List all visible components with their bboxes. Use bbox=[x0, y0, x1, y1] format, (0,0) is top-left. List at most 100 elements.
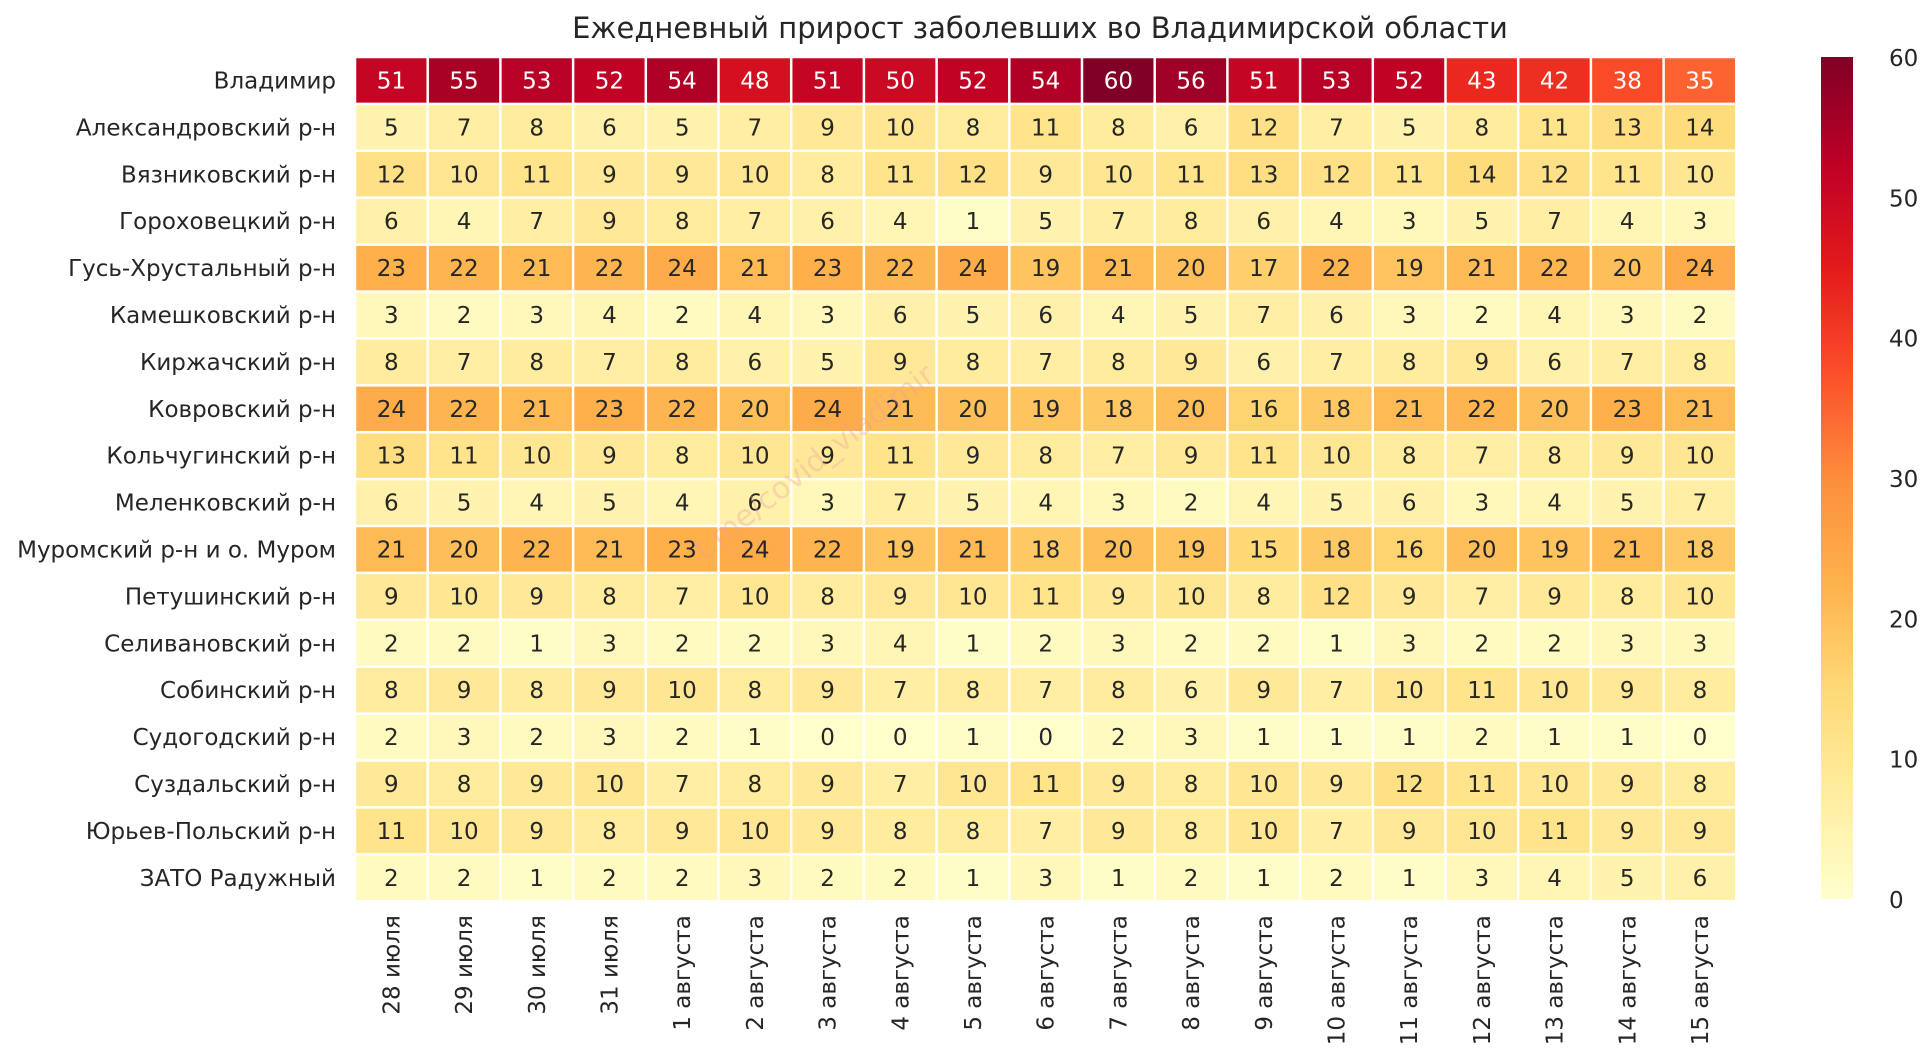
cell-value-label: 24 bbox=[813, 397, 842, 423]
heatmap-cell bbox=[647, 761, 718, 807]
heatmap-cell bbox=[1155, 621, 1227, 666]
heatmap-cell bbox=[647, 58, 718, 103]
cell-value-label: 22 bbox=[1467, 397, 1496, 423]
heatmap-cell bbox=[1301, 58, 1372, 103]
column-label: 14 августа bbox=[1615, 915, 1641, 1045]
heatmap-cell bbox=[1228, 527, 1299, 572]
cell-value-label: 1 bbox=[1329, 725, 1344, 751]
heatmap-cell bbox=[1010, 574, 1081, 619]
cell-value-label: 2 bbox=[529, 725, 544, 751]
heatmap-cell bbox=[647, 339, 718, 385]
cell-value-label: 7 bbox=[1475, 584, 1490, 610]
cell-value-label: 9 bbox=[820, 678, 835, 704]
cell-value-label: 8 bbox=[1111, 350, 1126, 376]
heatmap-cell bbox=[792, 621, 863, 666]
cell-value-label: 9 bbox=[1620, 444, 1635, 470]
cell-value-label: 52 bbox=[1395, 68, 1424, 94]
heatmap-cell bbox=[792, 433, 863, 478]
cell-value-label: 10 bbox=[740, 819, 769, 845]
cell-value-label: 2 bbox=[1329, 866, 1344, 892]
cell-value-label: 2 bbox=[675, 303, 690, 329]
cell-value-label: 10 bbox=[1467, 819, 1496, 845]
cell-value-label: 21 bbox=[522, 256, 551, 282]
cell-value-label: 51 bbox=[813, 68, 842, 94]
cell-value-label: 19 bbox=[1540, 537, 1569, 563]
colorbar-tick-label: 40 bbox=[1889, 327, 1918, 353]
heatmap-cell bbox=[1592, 58, 1663, 103]
cell-value-label: 10 bbox=[740, 162, 769, 188]
heatmap-cell bbox=[1664, 714, 1736, 760]
cell-value-label: 21 bbox=[1613, 537, 1642, 563]
heatmap-cell bbox=[1083, 761, 1154, 807]
heatmap-cell bbox=[1664, 480, 1736, 525]
heatmap-cell bbox=[1301, 574, 1372, 619]
cell-value-label: 10 bbox=[595, 772, 624, 798]
cell-value-label: 8 bbox=[384, 350, 399, 376]
cell-value-label: 2 bbox=[748, 631, 763, 657]
heatmap-cell bbox=[1446, 339, 1517, 385]
cell-value-label: 2 bbox=[1475, 725, 1490, 751]
heatmap-cell bbox=[1446, 245, 1517, 291]
cell-value-label: 7 bbox=[675, 772, 690, 798]
cell-value-label: 9 bbox=[602, 162, 617, 188]
heatmap-cell bbox=[1519, 433, 1590, 478]
cell-value-label: 2 bbox=[602, 866, 617, 892]
heatmap-cell bbox=[865, 621, 936, 666]
row-label: Кольчугинский р-н bbox=[106, 444, 336, 470]
heatmap-cell bbox=[1155, 761, 1227, 807]
cell-value-label: 11 bbox=[1176, 162, 1205, 188]
cell-value-label: 8 bbox=[602, 819, 617, 845]
heatmap-cell bbox=[792, 808, 863, 854]
cell-value-label: 4 bbox=[1111, 303, 1126, 329]
cell-value-label: 10 bbox=[1685, 444, 1714, 470]
heatmap-cell bbox=[501, 527, 572, 572]
heatmap-cell bbox=[1083, 621, 1154, 666]
cell-value-label: 10 bbox=[740, 584, 769, 610]
heatmap-cell bbox=[1010, 761, 1081, 807]
heatmap-cell bbox=[428, 292, 500, 338]
cell-value-label: 51 bbox=[377, 68, 406, 94]
cell-value-label: 8 bbox=[1111, 115, 1126, 141]
heatmap-cell bbox=[428, 808, 500, 854]
heatmap-cell bbox=[1301, 480, 1372, 525]
cell-value-label: 6 bbox=[1184, 678, 1199, 704]
cell-value-label: 52 bbox=[958, 68, 987, 94]
cell-value-label: 9 bbox=[1620, 772, 1635, 798]
heatmap-cell bbox=[1374, 714, 1445, 760]
heatmap-cell bbox=[792, 855, 863, 900]
heatmap-cell bbox=[937, 245, 1009, 291]
heatmap-cell bbox=[1446, 621, 1517, 666]
heatmap-cell bbox=[1592, 761, 1663, 807]
cell-value-label: 10 bbox=[1322, 444, 1351, 470]
cell-value-label: 1 bbox=[966, 725, 981, 751]
cell-value-label: 9 bbox=[1184, 350, 1199, 376]
heatmap-cell bbox=[574, 480, 645, 525]
column-label: 28 июля bbox=[379, 915, 405, 1014]
cell-value-label: 9 bbox=[1693, 819, 1708, 845]
cell-value-label: 3 bbox=[1402, 209, 1417, 235]
cell-value-label: 8 bbox=[457, 772, 472, 798]
heatmap-cell bbox=[1228, 105, 1299, 150]
heatmap-cell bbox=[574, 527, 645, 572]
heatmap-cell bbox=[1446, 855, 1517, 900]
cell-value-label: 9 bbox=[1475, 350, 1490, 376]
cell-value-label: 8 bbox=[1256, 584, 1271, 610]
heatmap-cell bbox=[574, 714, 645, 760]
heatmap-cell bbox=[501, 574, 572, 619]
cell-value-label: 9 bbox=[966, 444, 981, 470]
cell-value-label: 9 bbox=[529, 772, 544, 798]
heatmap-cell bbox=[1592, 433, 1663, 478]
cell-value-label: 3 bbox=[1038, 866, 1053, 892]
cell-value-label: 60 bbox=[1104, 68, 1133, 94]
cell-value-label: 1 bbox=[966, 631, 981, 657]
heatmap-cell bbox=[1592, 621, 1663, 666]
cell-value-label: 1 bbox=[1329, 631, 1344, 657]
cell-value-label: 6 bbox=[893, 303, 908, 329]
heatmap-cell bbox=[1083, 58, 1154, 103]
heatmap-cell bbox=[574, 152, 645, 197]
row-label: Гороховецкий р-н bbox=[119, 209, 336, 235]
heatmap-cell bbox=[574, 574, 645, 619]
cell-value-label: 8 bbox=[529, 115, 544, 141]
heatmap-cell bbox=[501, 245, 572, 291]
cell-value-label: 11 bbox=[1540, 819, 1569, 845]
